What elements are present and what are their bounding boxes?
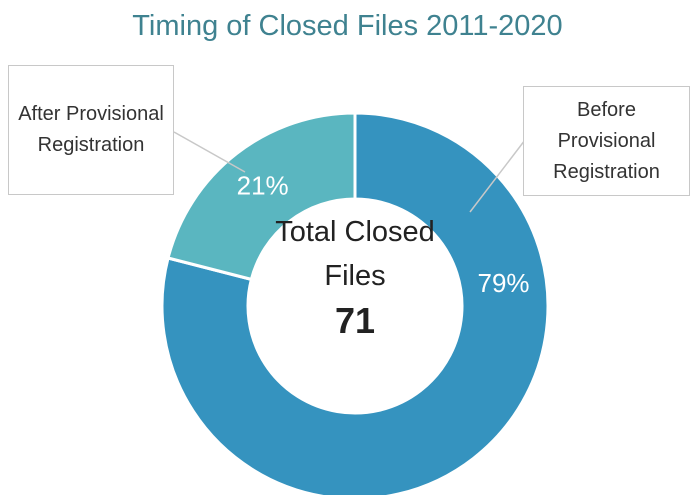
donut-slice bbox=[166, 111, 357, 282]
chart-title: Timing of Closed Files 2011-2020 bbox=[132, 10, 563, 42]
donut-slice bbox=[160, 111, 550, 495]
value-label: 21% bbox=[237, 171, 289, 201]
leader-line bbox=[173, 131, 246, 173]
leader-line bbox=[469, 139, 526, 213]
value-label: 79% bbox=[478, 268, 530, 298]
category-label: After Provisional Registration bbox=[8, 65, 174, 195]
center-value: 71 bbox=[334, 300, 376, 341]
center-label: Total Closed Files bbox=[275, 216, 435, 292]
center-text: Total Closed Files 71 bbox=[275, 210, 435, 344]
category-label: Before Provisional Registration bbox=[523, 86, 690, 196]
